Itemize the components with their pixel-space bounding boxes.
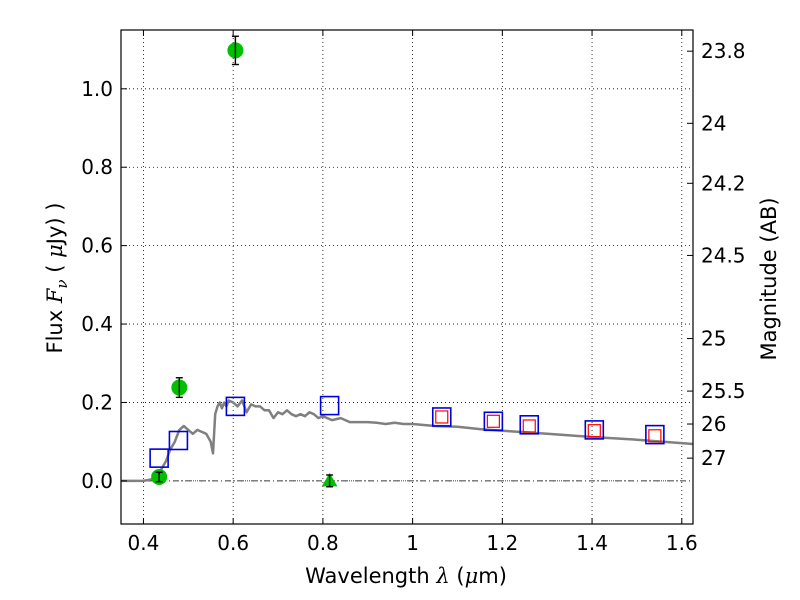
sed-curve — [121, 399, 694, 483]
photometry-errorbar — [155, 471, 163, 483]
mag-tick-label: 26 — [701, 412, 726, 436]
model-flux-nir-square — [486, 414, 500, 428]
model-flux-square — [168, 430, 189, 451]
model-flux-square — [519, 415, 540, 435]
photometry-errorbar — [175, 377, 183, 399]
model-flux-square — [319, 395, 340, 416]
y2-axis-label: Magnitude (AB) — [757, 197, 781, 360]
x-tick-label: 0.8 — [307, 531, 339, 555]
model-flux-square — [584, 420, 605, 440]
model-flux-square — [645, 424, 665, 445]
x-tick-label: 0.4 — [128, 531, 160, 555]
y-tick-label: 0.8 — [81, 155, 113, 179]
plot-area — [121, 30, 693, 524]
x-axis-label: Wavelength λ (μm) — [305, 564, 507, 588]
markers — [149, 35, 665, 488]
y-tick-label: 0.4 — [81, 312, 113, 336]
model-flux-square — [483, 411, 504, 432]
model-flux-nir-square — [587, 424, 601, 438]
model-flux-nir-square — [435, 410, 449, 424]
model-flux-nir-square — [648, 429, 662, 443]
model-flux-square — [225, 396, 246, 417]
ticks: 0.4 0.6 0.8 1 1.2 1.4 1.6 0.0 0.2 0.4 0.6 0.8 1.0 23.… — [81, 30, 746, 555]
mag-tick-label: 27 — [701, 446, 726, 470]
x-tick-label: 1.6 — [666, 531, 698, 555]
model-flux-nir-square — [522, 419, 536, 433]
photometry-errorbar — [231, 35, 239, 66]
y-tick-label: 0.2 — [81, 390, 113, 414]
grid — [121, 30, 693, 524]
mag-tick-label: 24.2 — [701, 171, 746, 195]
upper-limit-errorbar — [326, 474, 334, 488]
mag-tick-label: 24 — [701, 111, 726, 135]
x-tick-label: 0.6 — [217, 531, 249, 555]
x-tick-label: 1.4 — [576, 531, 608, 555]
model-flux-square — [431, 407, 452, 427]
mag-tick-label: 25 — [701, 327, 726, 351]
y-tick-label: 0.0 — [81, 469, 113, 493]
sed-line — [121, 399, 694, 483]
x-tick-label: 1.2 — [486, 531, 518, 555]
mag-tick-label: 25.5 — [701, 379, 746, 403]
y-tick-label: 1.0 — [81, 77, 113, 101]
model-flux-square — [149, 448, 169, 468]
y-axis-label: Flux Fν ( μJy) ) — [43, 203, 71, 354]
mag-tick-label: 24.5 — [701, 243, 746, 267]
plot-frame — [120, 29, 694, 525]
mag-tick-label: 23.8 — [701, 39, 746, 63]
x-tick-label: 1 — [406, 531, 419, 555]
y-tick-label: 0.6 — [81, 234, 113, 258]
